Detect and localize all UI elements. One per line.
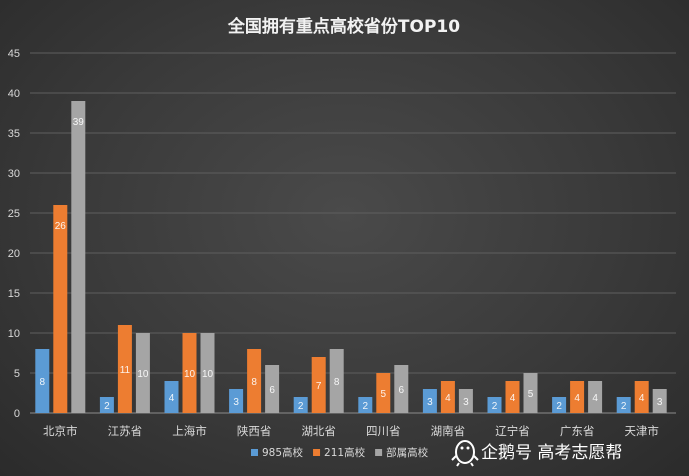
bar: [422, 389, 437, 413]
x-category-label: 湖南省: [431, 424, 466, 438]
x-category-label: 四川省: [366, 424, 401, 438]
bar: [588, 381, 603, 413]
data-label: 2: [363, 401, 369, 412]
data-label: 10: [137, 369, 149, 380]
legend-label: 985高校: [262, 446, 304, 459]
y-tick-label: 40: [8, 88, 20, 100]
legend-label: 部属高校: [386, 446, 428, 459]
x-category-label: 天津市: [624, 424, 659, 438]
bar: [117, 325, 132, 413]
x-category-label: 上海市: [172, 424, 207, 438]
x-category-label: 辽宁省: [495, 424, 530, 438]
bar: [229, 389, 244, 413]
bar: [394, 365, 409, 413]
y-tick-label: 45: [8, 48, 20, 60]
data-label: 4: [574, 393, 580, 404]
bar: [135, 333, 150, 413]
data-label: 4: [592, 393, 598, 404]
watermark: 企鹅号 高考志愿帮: [451, 440, 622, 467]
data-label: 10: [184, 369, 196, 380]
bar: [552, 397, 567, 413]
x-category-label: 广东省: [560, 424, 595, 438]
legend-swatch: [313, 449, 321, 456]
data-label: 39: [73, 117, 85, 128]
data-label: 4: [445, 393, 451, 404]
data-label: 10: [202, 369, 214, 380]
legend-swatch: [251, 449, 258, 456]
bar: [247, 349, 262, 413]
chart-title: 全国拥有重点高校省份TOP10: [227, 16, 460, 37]
bar: [570, 381, 585, 413]
y-tick-label: 15: [8, 288, 20, 300]
bar: [200, 333, 215, 413]
bar: [182, 333, 197, 413]
data-label: 2: [621, 401, 627, 412]
x-category-label: 湖北省: [301, 424, 336, 438]
data-label: 2: [104, 401, 110, 412]
y-tick-label: 25: [8, 208, 20, 220]
data-label: 2: [492, 401, 498, 412]
bar: [523, 373, 538, 413]
data-label: 5: [381, 389, 387, 400]
legend: 985高校 211高校 部属高校: [251, 446, 429, 459]
bar: [99, 397, 114, 413]
bar: [505, 381, 520, 413]
bar: [164, 381, 179, 413]
bar: [487, 397, 502, 413]
bars: [35, 101, 667, 413]
bar: [440, 381, 455, 413]
data-label: 3: [427, 397, 433, 408]
data-label: 5: [528, 389, 534, 400]
data-label: 8: [251, 377, 257, 388]
bar: [616, 397, 631, 413]
data-label: 8: [40, 377, 46, 388]
y-tick-label: 35: [8, 128, 20, 140]
penguin-icon: [451, 440, 479, 467]
data-label: 26: [55, 221, 67, 232]
x-axis: 北京市 江苏省 上海市 陕西省 湖北省 四川省 湖南省 辽宁省 广东省 天津市: [43, 424, 659, 438]
y-tick-label: 20: [8, 248, 20, 260]
legend-swatch: [375, 449, 383, 456]
data-label: 2: [556, 401, 562, 412]
y-tick-label: 0: [14, 408, 20, 420]
data-label: 3: [463, 397, 469, 408]
data-label: 4: [639, 393, 645, 404]
data-label: 11: [120, 365, 131, 376]
y-tick-label: 10: [8, 328, 20, 340]
y-tick-label: 30: [8, 168, 20, 180]
bar: [71, 101, 86, 413]
data-label: 3: [657, 397, 663, 408]
y-tick-label: 5: [14, 368, 20, 380]
bar: [329, 349, 344, 413]
x-category-label: 北京市: [43, 424, 78, 438]
data-label: 6: [269, 385, 275, 396]
data-label: 4: [510, 393, 516, 404]
data-labels: 8 26 39 2 11 10 4 10 10 3 8 6 2 7 8 2 5 6 3 4 3 2 4 5 2 4 4 2 4 3: [40, 117, 663, 412]
x-category-label: 陕西省: [237, 424, 272, 438]
data-label: 2: [298, 401, 304, 412]
bar: [35, 349, 50, 413]
data-label: 8: [334, 377, 340, 388]
bar: [458, 389, 473, 413]
data-label: 3: [233, 397, 239, 408]
bar: [293, 397, 308, 413]
bar: [53, 205, 68, 413]
bar: [652, 389, 667, 413]
watermark-text: 企鹅号 高考志愿帮: [481, 443, 622, 463]
data-label: 4: [169, 393, 175, 404]
bar: [311, 357, 326, 413]
bar: [358, 397, 373, 413]
data-label: 6: [399, 385, 405, 396]
bar: [634, 381, 649, 413]
y-axis: 0 5 10 15 20 25 30 35 40 45: [8, 48, 20, 420]
bar: [265, 365, 280, 413]
x-category-label: 江苏省: [108, 424, 143, 438]
legend-label: 211高校: [324, 446, 366, 459]
data-label: 7: [316, 381, 322, 392]
bar: [376, 373, 391, 413]
